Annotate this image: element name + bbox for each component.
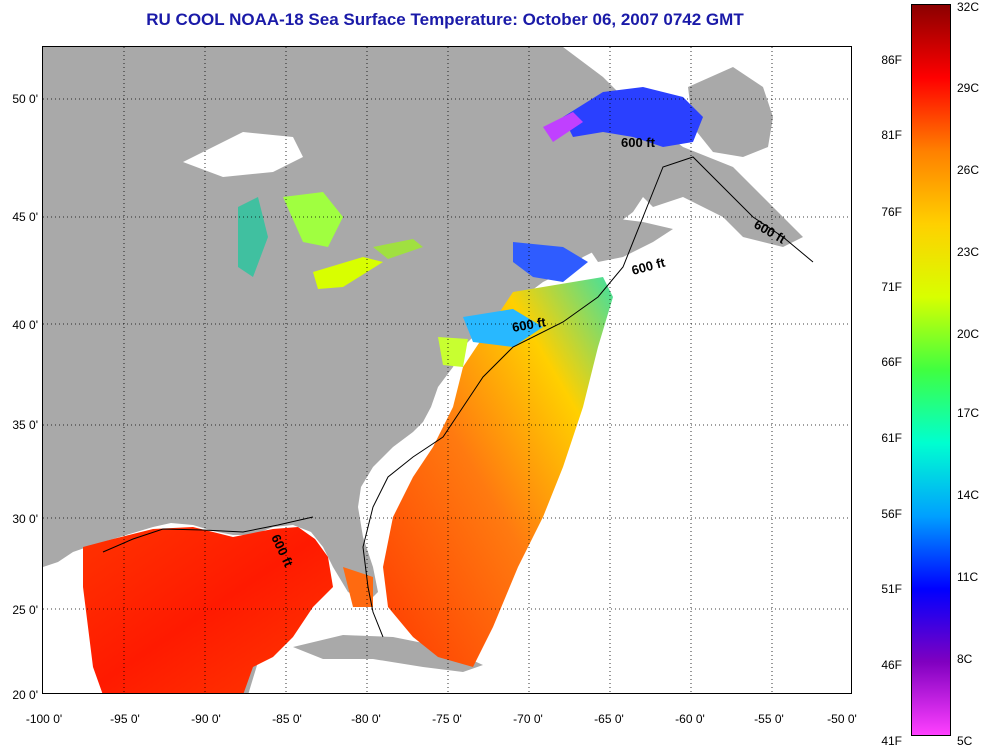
lake-superior <box>183 132 303 177</box>
colorbar-fahrenheit-label: 51F <box>881 582 902 596</box>
lat-tick-label: 30 0' <box>12 512 38 526</box>
lon-tick-label: -50 0' <box>827 712 857 726</box>
lon-tick-label: -75 0' <box>432 712 462 726</box>
maritimes-land <box>588 217 673 262</box>
lon-tick-label: -90 0' <box>191 712 221 726</box>
lat-tick-label: 45 0' <box>12 210 38 224</box>
colorbar-fahrenheit-label: 61F <box>881 431 902 445</box>
lat-tick-label: 40 0' <box>12 318 38 332</box>
colorbar-celsius-label: 26C <box>957 163 980 177</box>
gulf-of-mexico-sst <box>83 527 333 693</box>
colorbar-fahrenheit-label: 71F <box>881 280 902 294</box>
lake-michigan <box>238 197 268 277</box>
colorbar-fahrenheit-label: 81F <box>881 128 902 142</box>
colorbar-celsius-label: 8C <box>957 652 973 666</box>
lon-tick-label: -65 0' <box>594 712 624 726</box>
contour-label: 600 ft <box>630 254 667 277</box>
colorbar-fahrenheit-label: 56F <box>881 507 902 521</box>
colorbar-fahrenheit-label: 41F <box>881 734 902 748</box>
lon-tick-label: -100 0' <box>25 712 63 726</box>
colorbar-celsius-label: 14C <box>957 488 980 502</box>
newfoundland-land <box>688 67 773 157</box>
colorbar-celsius-label: 32C <box>957 0 980 14</box>
cuba-land <box>293 635 483 672</box>
colorbar-fahrenheit-label: 76F <box>881 205 902 219</box>
colorbar-fahrenheit-label: 46F <box>881 658 902 672</box>
colorbar-celsius-label: 17C <box>957 406 980 420</box>
contour-label: 600 ft <box>621 135 656 150</box>
gulf-st-lawrence-sst <box>563 87 703 147</box>
lat-tick-label: 50 0' <box>12 92 38 106</box>
lake-erie <box>313 257 383 289</box>
lat-tick-label: 35 0' <box>12 418 38 432</box>
temperature-colorbar <box>911 4 951 736</box>
map-title: RU COOL NOAA-18 Sea Surface Temperature:… <box>146 10 744 29</box>
gulf-of-maine-sst <box>513 242 588 282</box>
lon-tick-label: -70 0' <box>513 712 543 726</box>
isobath-600ft <box>102 156 814 638</box>
lake-huron <box>283 192 343 247</box>
colorbar-celsius-label: 5C <box>957 734 973 748</box>
sst-map-canvas: 600 ft 600 ft 600 ft 600 ft 600 ft <box>43 47 851 693</box>
lon-tick-label: -80 0' <box>351 712 381 726</box>
sst-map: 600 ft 600 ft 600 ft 600 ft 600 ft <box>42 46 852 694</box>
lon-tick-label: -95 0' <box>110 712 140 726</box>
colorbar-celsius-label: 11C <box>957 570 979 584</box>
lon-tick-label: -55 0' <box>754 712 784 726</box>
lon-tick-label: -85 0' <box>272 712 302 726</box>
lon-tick-label: -60 0' <box>675 712 705 726</box>
colorbar-fahrenheit-label: 66F <box>881 355 902 369</box>
graticule <box>43 47 851 693</box>
contour-label: 600 ft <box>511 314 548 335</box>
lat-tick-label: 20 0' <box>12 688 38 702</box>
atlantic-sst-swath <box>383 277 613 667</box>
colorbar-celsius-label: 23C <box>957 245 980 259</box>
lake-ontario <box>373 239 423 259</box>
colorbar-celsius-label: 29C <box>957 81 980 95</box>
lat-tick-label: 25 0' <box>12 603 38 617</box>
land-mass <box>43 47 803 602</box>
colorbar-fahrenheit-label: 86F <box>881 53 902 67</box>
colorbar-celsius-label: 20C <box>957 327 980 341</box>
